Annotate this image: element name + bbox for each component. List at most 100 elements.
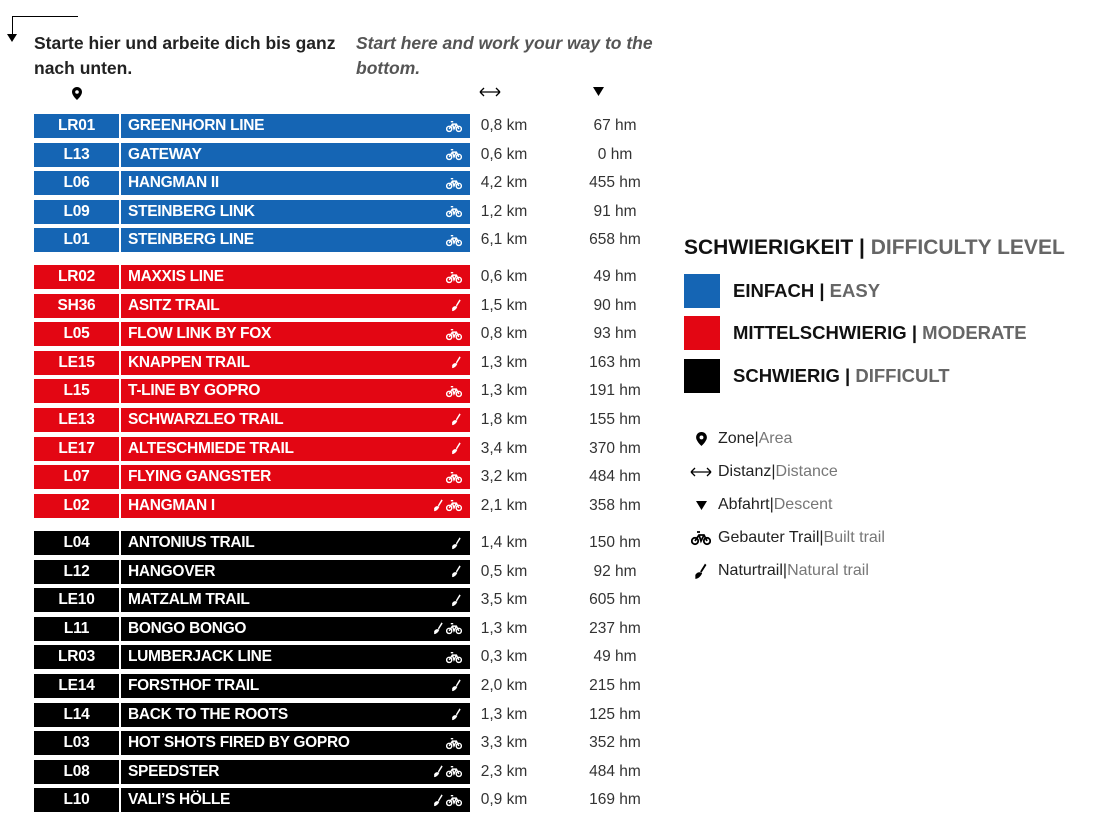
trail-name-cell: HANGMAN II [121,171,470,196]
trail-distance: 3,3 km [480,734,528,752]
legend-level-moderate: MITTELSCHWIERIG | MODERATE [684,316,1027,350]
trail-type-icons [446,114,462,138]
trail-type-icons [446,731,462,755]
legend-key-descent: Abfahrt | Descent [684,492,832,518]
trail-type-icons [433,760,462,784]
trail-descent: 455 hm [589,174,641,192]
built-trail-icon [446,794,462,807]
trail-descent: 150 hm [589,534,641,551]
natural-trail-icon [452,536,461,549]
trail-name-cell: MATZALM TRAIL [121,588,470,613]
built-trail-icon [446,271,462,283]
trail-name: T-LINE BY GOPRO [128,382,261,400]
trail-descent: 155 hm [589,410,641,428]
legend-key-zone: Zone | Area [684,426,792,452]
trail-name: FLOW LINK BY FOX [128,325,272,343]
trail-type-icons [451,560,462,584]
trail-distance: 0,8 km [480,325,528,343]
trail-name: ALTESCHMIEDE TRAIL [128,439,294,457]
trail-name: HOT SHOTS FIRED BY GOPRO [128,734,350,752]
trail-name-cell: HANGMAN I [121,493,470,518]
trail-name-cell: T-LINE BY GOPRO [121,379,470,404]
trail-type-icons [451,588,462,612]
natural-trail-icon [452,679,461,692]
trail-descent: 658 hm [589,231,641,249]
legend-level-difficult: SCHWIERIG | DIFFICULT [684,359,950,393]
trail-name-cell: KNAPPEN TRAIL [121,350,470,375]
trail-name: VALI’S HÖLLE [128,791,231,809]
trail-descent: 90 hm [593,296,637,314]
trail-name: LUMBERJACK LINE [128,648,272,666]
map-pin-icon [71,87,82,100]
built-trail-icon [691,531,711,546]
built-trail-icon [446,234,462,247]
trail-name-cell: FLYING GANGSTER [121,465,470,490]
trail-distance: 0,3 km [480,648,528,666]
trail-type-icons [451,674,462,698]
trail-code: LR02 [34,265,119,289]
trail-type-icons [451,351,462,375]
trail-code: LE14 [34,673,119,698]
trail-descent: 93 hm [593,325,637,343]
trail-distance: 1,3 km [480,382,528,400]
trail-code: L03 [34,731,119,756]
trail-code: L11 [34,616,119,641]
descent-column-header [560,87,636,96]
trail-name-cell: HOT SHOTS FIRED BY GOPRO [121,731,470,756]
trail-type-icons [451,531,462,555]
trail-descent: 370 hm [589,439,641,457]
trail-distance: 2,3 km [480,762,528,780]
trail-type-icons [433,788,462,812]
trail-distance: 6,1 km [480,231,528,249]
trail-descent: 191 hm [589,382,641,400]
trail-name: HANGMAN I [128,496,215,514]
trail-name: STEINBERG LINE [128,231,254,249]
trail-descent: 67 hm [593,117,637,134]
trail-name-cell: ASITZ TRAIL [121,293,470,318]
legend-key-built-trail: Gebauter Trail | Built trail [684,525,885,551]
distance-column-header [460,87,520,97]
trail-code: LE15 [34,350,119,375]
trail-descent: 169 hm [589,791,641,809]
built-trail-icon [446,651,462,664]
trail-descent: 484 hm [589,762,641,780]
trail-name-cell: GREENHORN LINE [121,114,470,138]
trail-type-icons [446,265,462,289]
trail-code: LE13 [34,407,119,432]
trail-name: HANGMAN II [128,174,219,192]
trail-distance: 0,9 km [480,791,528,809]
trail-distance: 2,1 km [480,496,528,514]
trail-descent: 352 hm [589,734,641,752]
trail-name: BONGO BONGO [128,619,247,637]
easy-color-swatch [684,274,720,308]
trail-name-cell: LUMBERJACK LINE [121,645,470,670]
natural-trail-icon [695,563,707,579]
trail-name-cell: ANTONIUS TRAIL [121,531,470,555]
trail-name: STEINBERG LINK [128,202,255,220]
trail-descent: 484 hm [589,468,641,486]
trail-descent: 237 hm [589,619,641,637]
natural-trail-icon [452,565,461,578]
trail-name-cell: MAXXIS LINE [121,265,470,289]
trail-name: HANGOVER [128,562,216,580]
trail-descent: 0 hm [597,145,633,163]
corner-line-vertical [12,16,13,36]
trail-descent: 163 hm [589,353,641,371]
trail-distance: 1,8 km [480,410,528,428]
built-trail-icon [446,149,462,161]
natural-trail-icon [434,622,443,635]
trail-descent: 49 hm [593,648,637,666]
legend-title: SCHWIERIGKEIT | DIFFICULTY LEVEL [684,236,1065,259]
natural-trail-icon [452,413,461,426]
trail-type-icons [446,171,462,195]
trail-type-icons [451,408,462,432]
trail-code: L06 [34,171,119,196]
legend-level-easy: EINFACH | EASY [684,274,880,308]
natural-trail-icon [452,299,461,312]
legend-level-label: EINFACH | EASY [733,280,881,301]
trail-distance: 0,6 km [480,268,528,285]
legend-key-natural-trail: Naturtrail | Natural trail [684,558,869,584]
trail-code: L09 [34,199,119,224]
legend-key-distance: Distanz | Distance [684,459,838,485]
trail-name: MATZALM TRAIL [128,591,250,609]
